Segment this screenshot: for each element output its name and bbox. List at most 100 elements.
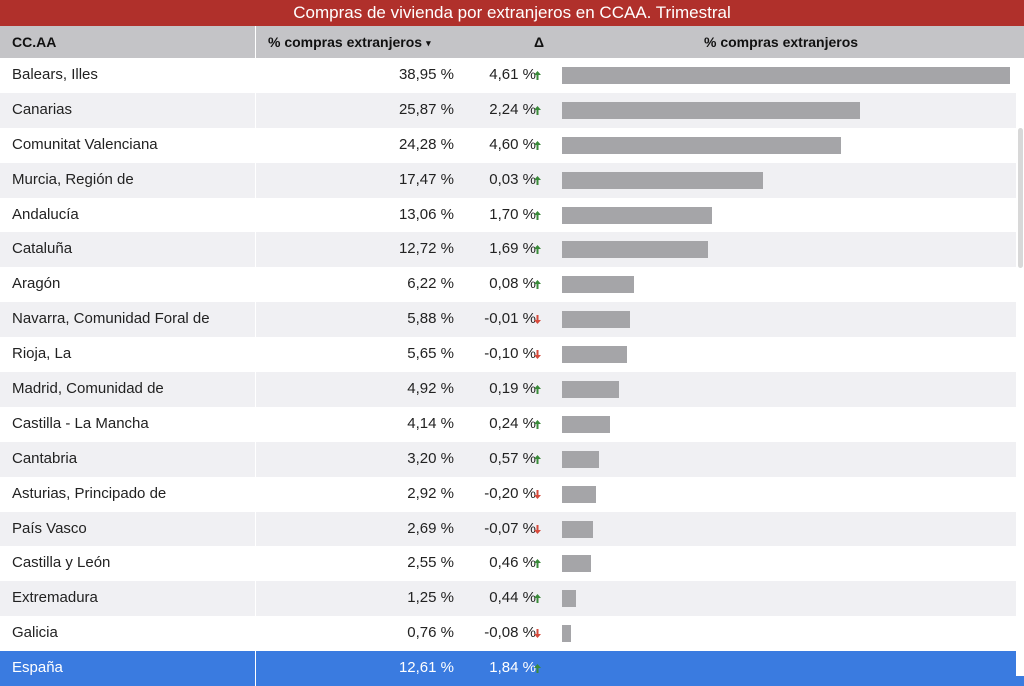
- table-row[interactable]: Comunitat Valenciana 24,28 % 4,60 %: [0, 127, 1024, 163]
- column-divider: [255, 651, 256, 686]
- header-pct[interactable]: % compras extranjeros ▾: [268, 26, 431, 59]
- bar-mark: [562, 346, 627, 364]
- header-delta[interactable]: Δ: [534, 34, 545, 50]
- table-row[interactable]: Navarra, Comunidad Foral de 5,88 % -0,01 %: [0, 302, 1024, 338]
- pct-value: 17,47 %: [398, 170, 454, 188]
- delta-value: 1,70 %: [489, 205, 536, 223]
- delta-value: -0,08 %: [484, 624, 536, 642]
- table-total-row[interactable]: España 12,61 % 1,84 %: [0, 651, 1024, 686]
- region-name: Navarra, Comunidad Foral de: [12, 310, 210, 328]
- table-row[interactable]: Aragón 6,22 % 0,08 %: [0, 267, 1024, 303]
- bar-mark: [562, 450, 599, 468]
- pct-value: 6,22 %: [407, 275, 454, 293]
- table-row[interactable]: Cataluña 12,72 % 1,69 %: [0, 232, 1024, 268]
- delta-value: 0,46 %: [489, 554, 536, 572]
- bar-mark: [562, 241, 709, 259]
- delta-value: 1,69 %: [489, 240, 536, 258]
- delta-value: 0,57 %: [489, 449, 536, 467]
- table-body: Balears, Illes 38,95 % 4,61 % Canarias 25,87…: [0, 58, 1024, 686]
- column-divider: [255, 511, 256, 547]
- bar-mark: [562, 101, 860, 119]
- table-row[interactable]: Balears, Illes 38,95 % 4,61 %: [0, 58, 1024, 93]
- column-divider: [255, 546, 256, 582]
- arrow-up-icon: [534, 454, 541, 464]
- bar-mark: [562, 67, 1010, 84]
- column-divider: [255, 337, 256, 373]
- arrow-up-icon: [534, 245, 541, 255]
- arrow-up-icon: [534, 419, 541, 429]
- table-row[interactable]: Castilla y León 2,55 % 0,46 %: [0, 546, 1024, 582]
- sort-desc-icon[interactable]: ▾: [426, 38, 431, 48]
- table-row[interactable]: País Vasco 2,69 % -0,07 %: [0, 511, 1024, 547]
- table-row[interactable]: Extremadura 1,25 % 0,44 %: [0, 581, 1024, 617]
- header-bar[interactable]: % compras extranjeros: [704, 34, 859, 50]
- column-divider: [255, 197, 256, 233]
- table-row[interactable]: Castilla - La Mancha 4,14 % 0,24 %: [0, 406, 1024, 442]
- delta-value: 0,03 %: [489, 170, 536, 188]
- region-name: Comunitat Valenciana: [12, 135, 158, 153]
- delta-value: 4,61 %: [489, 66, 536, 83]
- header-region[interactable]: CC.AA: [12, 34, 57, 50]
- pct-value: 1,25 %: [407, 589, 454, 607]
- delta-value: 4,60 %: [489, 135, 536, 153]
- arrow-up-icon: [534, 559, 541, 569]
- region-name: Galicia: [12, 624, 58, 642]
- column-divider: [255, 267, 256, 303]
- delta-value: 2,24 %: [489, 100, 536, 118]
- pct-value: 0,76 %: [407, 624, 454, 642]
- table-row[interactable]: Asturias, Principado de 2,92 % -0,20 %: [0, 476, 1024, 512]
- region-name: Castilla y León: [12, 554, 111, 572]
- delta-value: 0,44 %: [489, 589, 536, 607]
- pct-value: 4,92 %: [407, 380, 454, 398]
- region-name: Asturias, Principado de: [12, 484, 167, 502]
- column-divider: [255, 476, 256, 512]
- pct-value: 13,06 %: [398, 205, 454, 223]
- column-divider: [255, 302, 256, 338]
- table-row[interactable]: Murcia, Región de 17,47 % 0,03 %: [0, 162, 1024, 198]
- arrow-up-icon: [534, 664, 541, 674]
- table-row[interactable]: Rioja, La 5,65 % -0,10 %: [0, 337, 1024, 373]
- region-name: Murcia, Región de: [12, 170, 134, 188]
- pct-value: 2,69 %: [407, 519, 454, 537]
- bar-mark: [562, 555, 592, 573]
- region-name: Rioja, La: [12, 345, 72, 363]
- delta-value: 0,08 %: [489, 275, 536, 293]
- arrow-down-icon: [534, 629, 541, 639]
- arrow-down-icon: [534, 350, 541, 360]
- pct-value: 3,20 %: [407, 449, 454, 467]
- arrow-up-icon: [534, 105, 541, 115]
- delta-value: -0,07 %: [484, 519, 536, 537]
- column-divider: [255, 441, 256, 477]
- arrow-up-icon: [534, 594, 541, 604]
- column-divider: [255, 406, 256, 442]
- scrollbar-thumb[interactable]: [1018, 128, 1023, 268]
- column-divider: [255, 232, 256, 268]
- table-row[interactable]: Galicia 0,76 % -0,08 %: [0, 616, 1024, 652]
- bar-mark: [562, 415, 610, 433]
- column-divider: [255, 58, 256, 93]
- arrow-down-icon: [534, 315, 541, 325]
- scrollbar[interactable]: [1016, 58, 1024, 676]
- table-row[interactable]: Canarias 25,87 % 2,24 %: [0, 92, 1024, 128]
- pct-value: 4,14 %: [407, 414, 454, 432]
- arrow-up-icon: [534, 280, 541, 290]
- region-name: Balears, Illes: [12, 66, 98, 83]
- region-name: País Vasco: [12, 519, 87, 537]
- column-divider: [255, 92, 256, 128]
- region-name: Castilla - La Mancha: [12, 414, 149, 432]
- table-header: CC.AA % compras extranjeros ▾ Δ % compras…: [0, 26, 1024, 58]
- pct-value: 12,61 %: [398, 659, 454, 677]
- bar-mark: [562, 311, 630, 329]
- bar-mark: [562, 485, 596, 503]
- region-name: España: [12, 659, 63, 677]
- table-row[interactable]: Cantabria 3,20 % 0,57 %: [0, 441, 1024, 477]
- region-name: Aragón: [12, 275, 61, 293]
- pct-value: 24,28 %: [398, 135, 454, 153]
- bar-mark: [562, 276, 634, 294]
- table-row[interactable]: Madrid, Comunidad de 4,92 % 0,19 %: [0, 372, 1024, 407]
- column-divider: [255, 581, 256, 617]
- pct-value: 25,87 %: [398, 100, 454, 118]
- table-row[interactable]: Andalucía 13,06 % 1,70 %: [0, 197, 1024, 233]
- region-name: Madrid, Comunidad de: [12, 380, 164, 398]
- pct-value: 12,72 %: [398, 240, 454, 258]
